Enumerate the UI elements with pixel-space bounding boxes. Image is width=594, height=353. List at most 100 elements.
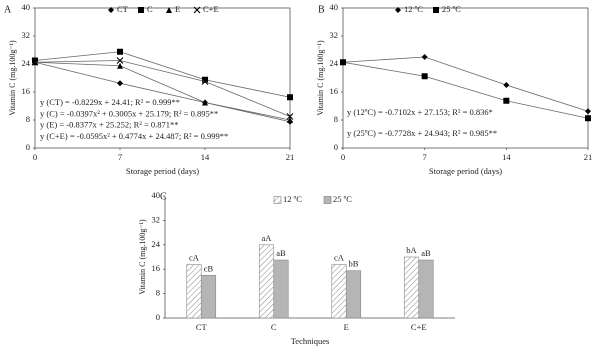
y-tick-label: 40 [22,2,31,12]
bar-letters: cA [189,253,200,263]
bar-letters: cB [204,263,214,273]
y-axis-label: Vitamin C (mg.100g⁻¹) [316,40,325,116]
legend-marker [433,7,439,13]
trend-line [34,61,291,123]
x-tick-label: 0 [341,152,345,162]
bar-letters: aA [262,233,273,243]
x-axis-label: Storage period (days) [126,166,199,176]
y-tick-label: 8 [334,114,338,124]
y-tick-label: 16 [152,263,161,273]
annotation: y (E) = -0.8377x + 25.252; R² = 0.871** [40,120,179,130]
trend-line [342,61,589,119]
marker-x [286,113,294,120]
bar [258,244,275,319]
marker-square [287,94,293,101]
x-tick-label: 21 [286,152,295,162]
trend-line [34,51,291,98]
x-tick-label: CT [196,322,208,332]
legend-marker [395,7,401,13]
x-tick-label: 0 [33,152,37,162]
annotation: y (25ºC) = -0.7728x + 24.943; R² = 0.985… [347,128,497,138]
y-axis-label: Vitamin C (mg.100g⁻¹) [8,40,17,116]
y-tick-label: 24 [152,239,161,249]
y-tick-label: 8 [156,288,160,298]
y-tick-label: 24 [22,58,31,68]
annotation: y (C+E) = -0.0595x² + 0.4774x + 24.487; … [40,131,228,141]
panel-label: C [160,191,167,202]
legend-swatch [323,196,332,204]
y-tick-label: 0 [26,142,30,152]
legend-label: 12 ºC [404,4,423,14]
legend-marker [108,7,114,13]
legend-label: 25 ºC [442,4,461,14]
y-tick-label: 40 [152,190,161,200]
x-tick-label: E [344,322,349,332]
marker-square [340,59,346,66]
bar [418,259,434,319]
y-axis-label: Vitamin C (mg.100g⁻¹) [138,219,147,295]
bar-letters: bA [406,245,417,255]
x-tick-label: C+E [411,322,427,332]
legend-swatch [273,196,282,204]
trend-line [34,61,291,121]
plot-frame [342,7,589,149]
bar-letters: aB [421,248,431,258]
bar-letters: aB [276,248,286,258]
marker-triangle [117,62,123,69]
marker-triangle [202,99,208,106]
plot-frame [34,7,291,149]
y-tick-label: 32 [330,30,339,40]
bar-letters: cA [334,253,345,263]
marker-square [117,48,123,55]
legend-label: C+E [203,4,219,14]
bar [273,259,289,319]
legend-label: E [175,4,180,14]
y-tick-label: 0 [156,312,160,322]
x-axis-label: Techniques [291,336,330,346]
marker-square [202,76,208,83]
x-tick-label: 21 [584,152,593,162]
legend-marker [138,7,144,13]
bar [186,264,202,319]
marker-triangle [287,117,293,123]
y-tick-label: 0 [334,142,338,152]
legend-label: 25 ºC [333,194,352,204]
y-tick-label: 16 [22,86,31,96]
bar [403,256,420,319]
marker-x [201,78,209,85]
x-axis-label: Storage period (days) [429,166,502,176]
panel-label: A [4,4,12,15]
y-tick-label: 16 [330,86,339,96]
legend-label: 12 ºC [283,194,302,204]
legend-label: CT [117,4,129,14]
annotation: y (CT) = -0.8229x + 24.41; R² = 0.999** [40,97,180,107]
bar [331,264,347,319]
marker-diamond [117,80,123,87]
x-tick-label: C [271,322,277,332]
y-tick-label: 8 [26,114,30,124]
x-tick-label: 14 [201,152,210,162]
legend-marker [166,7,172,13]
trend-line [342,56,589,112]
bar-letters: bB [349,259,359,269]
bar [345,270,362,319]
annotation: y (C) = -0.0397x² + 0.3005x + 25.179; R²… [40,108,218,118]
y-tick-label: 32 [22,30,31,40]
y-tick-label: 40 [330,2,339,12]
y-tick-label: 24 [330,58,339,68]
panel-label: B [318,4,325,15]
marker-diamond [585,108,591,115]
trend-line [34,60,291,117]
marker-square [503,97,510,104]
marker-diamond [503,82,510,88]
x-tick-label: 7 [118,152,122,162]
bar [200,274,217,319]
marker-x [116,57,124,64]
marker-square [421,73,428,80]
legend-marker [193,6,201,14]
x-tick-label: 7 [423,152,427,162]
annotation: y (12ºC) = -0.7102x + 27.153; R² = 0.836… [347,107,493,117]
marker-diamond [421,54,428,60]
legend-label: C [147,4,153,14]
